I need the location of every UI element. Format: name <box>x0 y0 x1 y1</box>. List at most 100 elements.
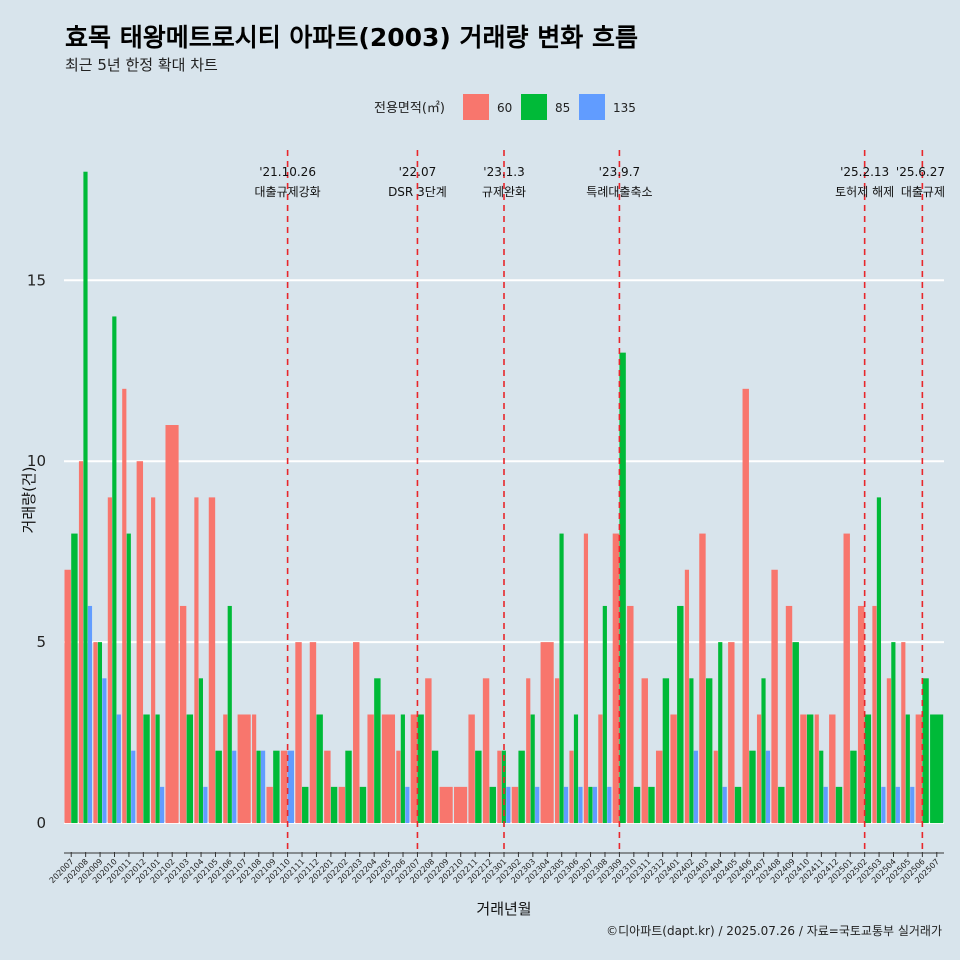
bar-135-202010 <box>116 714 121 824</box>
bar-60-202411 <box>814 714 819 824</box>
bar-60-202309 <box>612 533 620 824</box>
bar-60-202106 <box>223 714 228 824</box>
bar-85-202303 <box>530 714 535 824</box>
bar-85-202201 <box>330 786 338 824</box>
bar-60-202010 <box>107 497 112 824</box>
bar-85-202408 <box>778 786 785 824</box>
bar-135-202504 <box>895 786 900 824</box>
bar-60-202304 <box>540 642 554 824</box>
bar-85-202505 <box>905 714 910 824</box>
bar-60-202105 <box>208 497 216 824</box>
event-label: 대출규제강화 <box>254 185 320 199</box>
bar-60-202402 <box>684 569 690 824</box>
bar-85-202410 <box>806 714 814 824</box>
bar-135-202404 <box>722 786 727 824</box>
bar-60-202303 <box>526 678 531 824</box>
bar-85-202503 <box>876 497 882 824</box>
legend-label-60: 60 <box>497 101 512 115</box>
bar-135-202101 <box>160 786 165 824</box>
bar-85-202506 <box>922 678 929 824</box>
bar-60-202408 <box>771 569 778 824</box>
bar-135-202411 <box>823 786 828 824</box>
bar-60-202112 <box>309 642 317 824</box>
bar-60-202405 <box>728 642 735 824</box>
legend-title: 전용면적(㎡) <box>374 101 445 116</box>
bar-85-202502 <box>864 714 872 824</box>
bars <box>64 171 944 824</box>
bar-85-202206 <box>400 714 405 824</box>
bar-85-202012 <box>143 714 150 824</box>
legend-key-135 <box>579 94 605 120</box>
bar-60-202409 <box>785 605 793 824</box>
bar-85-202112 <box>316 714 323 824</box>
source-caption: ©디아파트(dapt.kr) / 2025.07.26 / 자료=국토교통부 실… <box>606 924 942 938</box>
x-axis: 2020072020082020092020102020112020122021… <box>48 852 944 885</box>
bar-60-202210 <box>454 786 468 824</box>
event-label: 대출규제 <box>901 185 945 199</box>
bar-85-202403 <box>705 678 713 824</box>
bar-60-202311 <box>641 678 648 824</box>
bar-60-202111 <box>295 642 302 824</box>
bar-60-202412 <box>829 714 836 824</box>
bar-85-202406 <box>749 750 756 824</box>
bar-135-202108 <box>260 750 266 824</box>
y-tick-label: 15 <box>27 271 46 289</box>
legend-label-85: 85 <box>555 101 570 115</box>
bar-60-202307 <box>583 533 589 824</box>
bar-135-202110 <box>287 750 295 824</box>
bar-85-202010 <box>112 316 117 824</box>
bar-85-202412 <box>835 786 843 824</box>
bar-60-202407 <box>756 714 762 824</box>
y-axis-label: 거래량(건) <box>20 467 38 534</box>
bar-85-202103 <box>186 714 194 824</box>
bar-85-202302 <box>518 750 525 824</box>
bar-85-202309 <box>619 352 626 824</box>
bar-85-202106 <box>227 605 232 824</box>
event-label: DSR 3단계 <box>388 185 447 199</box>
legend-key-60 <box>463 94 489 120</box>
bar-60-202203 <box>353 642 360 824</box>
bar-60-202502 <box>857 605 865 824</box>
bar-60-202108 <box>252 714 257 824</box>
bar-135-202402 <box>693 750 698 824</box>
event-label: 특례대출축소 <box>586 185 652 199</box>
bar-60-202310 <box>627 605 634 824</box>
bar-60-202208 <box>425 678 432 824</box>
bar-85-202306 <box>573 714 579 824</box>
bar-60-202312 <box>655 750 663 824</box>
bar-60-202012 <box>136 461 144 824</box>
event-date: '25.6.27 <box>896 165 945 179</box>
bar-60-202007 <box>64 569 71 824</box>
bar-85-202301 <box>501 750 506 824</box>
bar-85-202111 <box>302 786 309 824</box>
bar-85-202009 <box>97 642 103 824</box>
bar-60-202008 <box>78 461 84 824</box>
bar-85-202202 <box>345 750 352 824</box>
y-axis: 0 5 10 15 <box>27 271 46 832</box>
bar-85-202007 <box>71 533 78 824</box>
bar-135-202011 <box>131 750 136 824</box>
bar-85-202404 <box>718 642 723 824</box>
bar-135-202305 <box>563 786 569 824</box>
bar-85-202401 <box>677 605 684 824</box>
bar-85-202101 <box>155 714 160 824</box>
bar-60-202207 <box>410 714 418 824</box>
legend-key-85 <box>521 94 547 120</box>
bar-135-202009 <box>102 678 107 824</box>
legend-label-135: 135 <box>613 101 636 115</box>
event-date: '25.2.13 <box>840 165 889 179</box>
y-tick-label: 5 <box>36 633 46 651</box>
bar-85-202212 <box>489 786 496 824</box>
y-tick-label: 10 <box>27 452 46 470</box>
event-date: '23.1.3 <box>483 165 524 179</box>
bar-135-202206 <box>405 786 410 824</box>
bar-60-202504 <box>886 678 891 824</box>
bar-85-202402 <box>689 678 694 824</box>
event-markers: '21.10.26 대출규제강화 '22.07 DSR 3단계 '23.1.3 규제완화 '… <box>254 150 945 852</box>
chart-subtitle: 최근 5년 한정 확대 차트 <box>65 56 218 74</box>
bar-60-202201 <box>324 750 331 824</box>
bar-60-202109 <box>266 786 273 824</box>
bar-60-202501 <box>843 533 850 824</box>
bar-60-202204 <box>367 714 374 824</box>
bar-60-202404 <box>713 750 718 824</box>
